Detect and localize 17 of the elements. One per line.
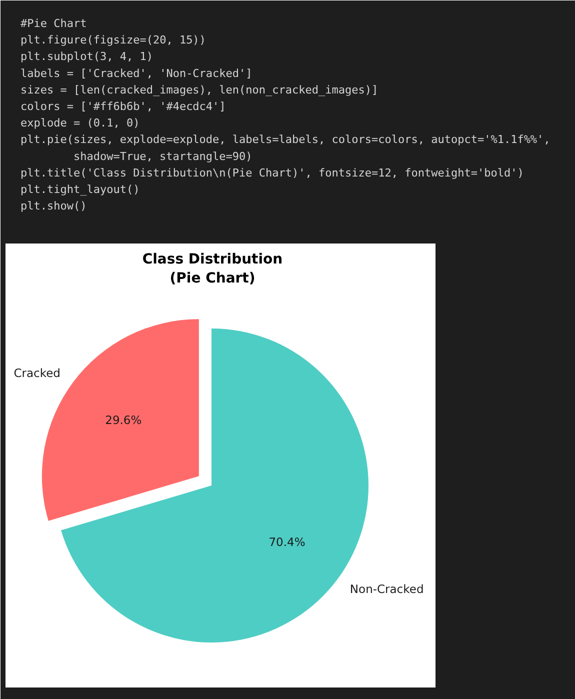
text: explode = (0.1, 0) (20, 116, 140, 130)
text: labels = ['Cracked', 'Non-Cracked'] (20, 66, 252, 80)
text: plt.tight_layout() (20, 183, 140, 196)
data-label: 70.4% (268, 534, 306, 549)
text: plt.show() (20, 200, 87, 213)
slice-label: Non-Cracked (350, 582, 424, 596)
chart-title: Class Distribution (Pie Chart) (142, 252, 283, 286)
data-label: 29.6% (105, 412, 142, 427)
text: plt.figure(figsize=(20, 15)) (20, 34, 206, 47)
text: shadow=True, startangle=90) (73, 150, 252, 163)
slice-label: Cracked (14, 366, 60, 380)
text: plt.title('Class Distribution\n(Pie Chart)', fontsize=12, fontweight='bold') (20, 166, 524, 180)
text: plt.pie(sizes, explode=explode, labels=labels, colors=colors, autopct='%1.1f%%', (20, 133, 550, 146)
text: sizes = [len(cracked_images), len(non_cracked_images)] (20, 83, 378, 96)
text: plt.subplot(3, 4, 1) (20, 50, 153, 64)
text: colors = ['#ff6b6b', '#4ecdc4'] (20, 100, 226, 113)
text: #Pie Chart (20, 17, 87, 30)
